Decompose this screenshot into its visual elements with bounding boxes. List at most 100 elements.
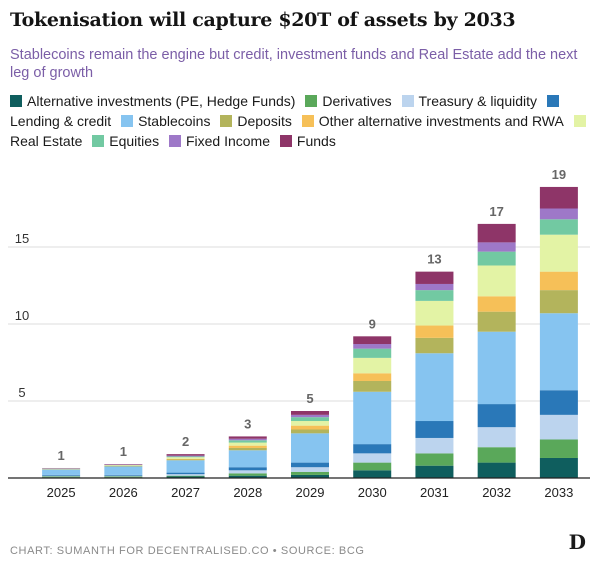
bar-segment <box>353 391 392 445</box>
chart-footer: CHART: SUMANTH FOR DECENTRALISED.CO • SO… <box>10 545 365 557</box>
bar-segment <box>291 433 329 463</box>
bar-segment <box>166 455 205 457</box>
total-label: 1 <box>57 448 64 463</box>
bar-segment <box>415 325 454 338</box>
legend-swatch <box>92 135 105 147</box>
bar-segment <box>291 467 329 472</box>
bar-segment <box>477 223 516 243</box>
legend-label: Lending & credit <box>10 113 112 129</box>
bar-segment <box>166 472 205 475</box>
bar-segment <box>353 470 392 478</box>
bar-segment <box>42 474 81 476</box>
bar-segment <box>415 290 454 301</box>
legend-swatch <box>10 95 22 107</box>
bar-segment <box>166 458 205 460</box>
total-label: 9 <box>369 316 376 331</box>
x-tick-label: 2033 <box>544 485 573 500</box>
bar-segment <box>415 465 454 478</box>
bar-segment <box>353 344 392 349</box>
bar-segment <box>291 462 329 468</box>
bar-segment <box>166 476 205 478</box>
legend-label: Fixed Income <box>185 133 271 149</box>
y-tick-label: 5 <box>18 385 25 400</box>
bar-segment <box>166 475 205 477</box>
x-tick-label: 2027 <box>171 485 200 500</box>
bar-segment <box>166 457 205 459</box>
legend-label: Treasury & liquidity <box>418 93 538 109</box>
bar-segment <box>539 186 578 209</box>
legend-item: Funds <box>279 133 336 149</box>
x-tick-label: 2026 <box>109 485 138 500</box>
total-label: 2 <box>182 434 189 449</box>
x-tick-label: 2025 <box>47 485 76 500</box>
legend-item: Fixed Income <box>168 133 271 149</box>
decentralised-logo: D <box>568 530 586 554</box>
bar-segment <box>166 459 205 461</box>
legend-swatch <box>220 115 233 127</box>
bar-segment <box>477 427 516 448</box>
bar-segment <box>104 476 143 478</box>
legend-item: Lending & credit <box>10 93 564 129</box>
bar-segment <box>539 290 578 314</box>
legend-swatch <box>546 95 559 107</box>
bar-segment <box>228 436 267 439</box>
legend-swatch <box>279 135 292 147</box>
bar-segment <box>166 454 205 456</box>
bar-segment <box>353 348 392 358</box>
total-label: 5 <box>306 391 313 406</box>
legend-label: Derivatives <box>322 93 392 109</box>
bar-segment <box>539 439 578 458</box>
bar-segment <box>353 373 392 381</box>
bar-segment <box>353 380 392 392</box>
total-label: 3 <box>244 416 251 431</box>
bar-segment <box>477 447 516 463</box>
bar-segment <box>415 437 454 454</box>
bar-segment <box>353 357 392 374</box>
bar-segment <box>166 474 205 476</box>
legend-label: Stablecoins <box>138 113 211 129</box>
bar-segment <box>291 417 329 422</box>
bar-segment <box>539 234 578 272</box>
bar-segment <box>291 425 329 430</box>
y-tick-label: 15 <box>15 231 29 246</box>
bar-segment <box>477 265 516 297</box>
legend-item: Equities <box>92 133 159 149</box>
bar-segment <box>353 444 392 454</box>
bar-segment <box>291 421 329 426</box>
stacked-bar-chart: 5 10 15 1 2025 1 2026 2 2027 3 2028 5 2029 9 2030 13 203… <box>8 167 590 500</box>
bar-segment <box>477 251 516 266</box>
x-tick-label: 2028 <box>233 485 262 500</box>
legend-label: Other alternative investments and RWA <box>318 113 564 129</box>
legend-item: Treasury & liquidity <box>401 93 538 109</box>
bar-segment <box>291 411 329 415</box>
bar-segment <box>477 404 516 428</box>
bar-segment <box>415 453 454 466</box>
legend-swatch <box>121 115 134 127</box>
bar-segment <box>228 440 267 443</box>
bar-segment <box>228 467 267 471</box>
legend-item: Real Estate <box>10 113 591 149</box>
total-label: 13 <box>427 252 441 267</box>
bar-segment <box>228 450 267 468</box>
legend-label: Equities <box>109 133 160 149</box>
bar-segment <box>228 438 267 441</box>
bar-segment <box>415 271 454 284</box>
bar-segment <box>104 475 143 477</box>
bar-segment <box>415 421 454 438</box>
legend-item: Other alternative investments and RWA <box>301 113 564 129</box>
total-label: 1 <box>120 444 127 459</box>
bar-segment <box>415 353 454 422</box>
bar-segment <box>353 453 392 463</box>
x-tick-label: 2031 <box>420 485 449 500</box>
bar-segment <box>539 208 578 220</box>
bar-segment <box>228 442 267 446</box>
total-label: 17 <box>489 204 503 219</box>
bar-segment <box>228 445 267 448</box>
legend-label: Deposits <box>237 113 292 129</box>
legend-label: Funds <box>296 133 336 149</box>
bar-segment <box>104 474 143 476</box>
legend-label: Alternative investments (PE, Hedge Funds… <box>27 93 296 109</box>
bar-segment <box>42 476 81 478</box>
bar-segment <box>477 462 516 478</box>
bar-segment <box>42 475 81 477</box>
